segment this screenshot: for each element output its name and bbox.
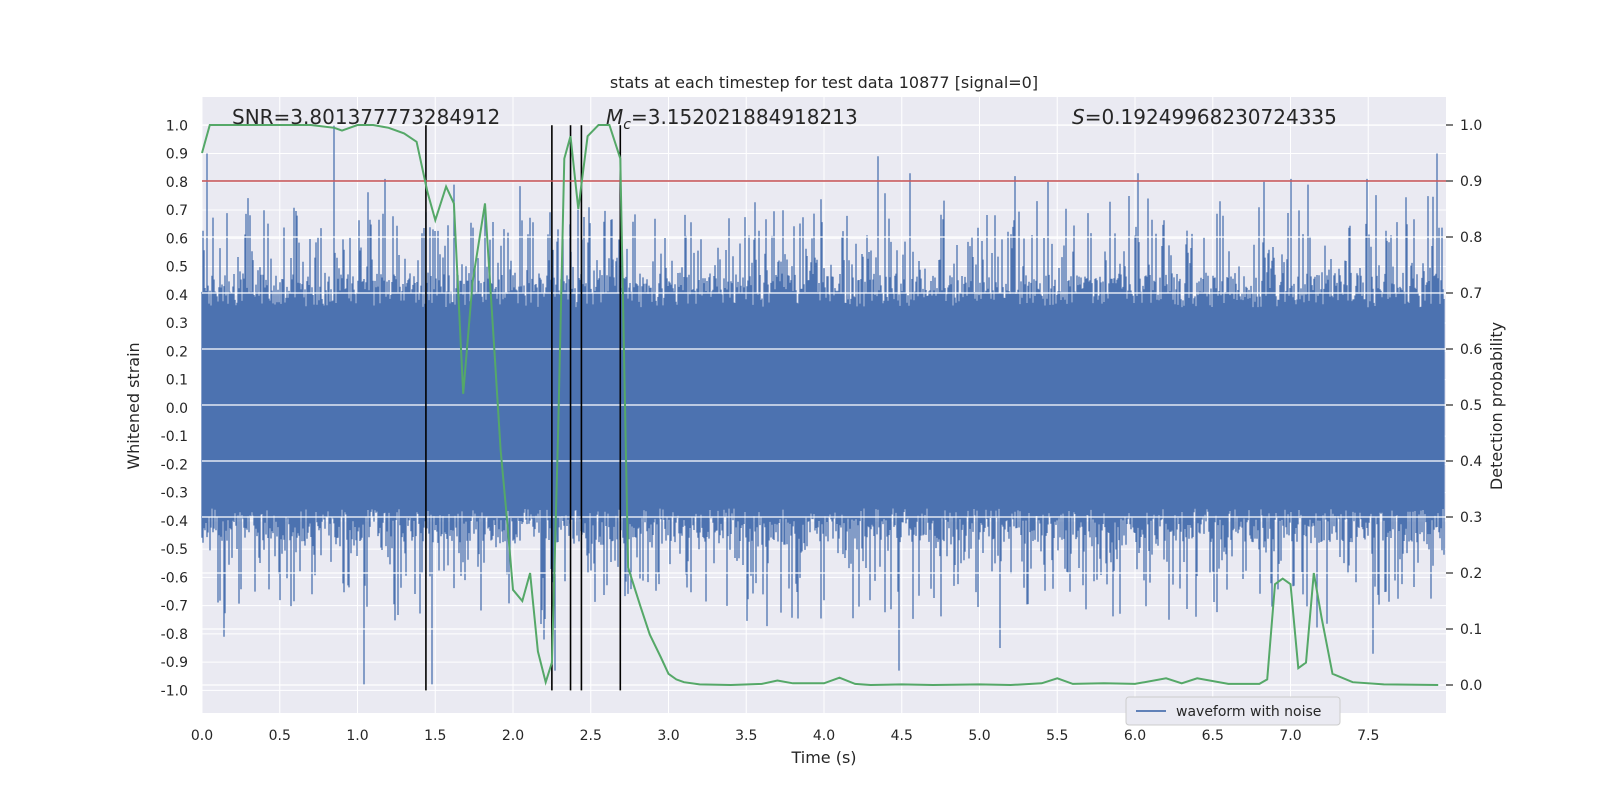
y-left-tick-label-20: -1.0 [161,683,188,699]
y-right-tick-labels: 1.0 0.9 0.8 0.7 0.6 0.5 0.4 0.3 0.2 0.1 0.0 [1460,118,1482,694]
x-tick-label-1: 0.5 [269,728,291,744]
s-value: =0.19249968230724335 [1085,105,1337,129]
y-right-tick-label-3: 0.7 [1460,286,1482,302]
y-right-tick-label-7: 0.3 [1460,510,1482,526]
x-tick-label-9: 4.5 [891,728,913,744]
y-right-tick-label-6: 0.4 [1460,454,1482,470]
snr-annotation: SNR=3.801377773284912 [232,105,500,129]
y-right-tick-label-8: 0.2 [1460,566,1482,582]
chirp-mass-subscript: c [623,117,631,133]
y-left-tick-labels: 1.0 0.9 0.8 0.7 0.6 0.5 0.4 0.3 0.2 0.1 0.0 -0.1 -0.… [161,118,188,699]
waveform-series [201,124,1446,686]
x-tick-label-14: 7.0 [1279,728,1301,744]
chirp-mass-value: =3.152021884918213 [631,105,858,129]
x-tick-labels: 0.0 0.5 1.0 1.5 2.0 2.5 3.0 3.5 4.0 4.5 5.0 5.5 6.0 6… [191,728,1380,744]
y-left-tick-label-7: 0.3 [166,316,188,332]
y-right-tick-label-0: 1.0 [1460,118,1482,134]
y-left-tick-label-3: 0.7 [166,203,188,219]
legend: waveform with noise [1125,696,1341,726]
y-left-tick-label-17: -0.7 [161,599,188,615]
y-left-tick-label-13: -0.3 [161,486,188,502]
chirp-mass-annotation: Mc=3.152021884918213 [606,105,858,133]
legend-label-waveform: waveform with noise [1176,704,1321,720]
y-left-tick-label-15: -0.5 [161,542,188,558]
s-annotation: S=0.19249968230724335 [1072,105,1337,129]
y-left-tick-label-10: 0.0 [166,401,188,417]
y-right-tick-label-5: 0.5 [1460,398,1482,414]
x-tick-label-6: 3.0 [657,728,679,744]
x-tick-label-8: 4.0 [813,728,835,744]
y-left-tick-label-19: -0.9 [161,655,188,671]
chirp-mass-symbol: M [606,105,623,129]
y-left-tick-label-8: 0.2 [166,344,188,360]
x-tick-label-2: 1.0 [346,728,368,744]
x-tick-label-7: 3.5 [735,728,757,744]
y-right-tick-label-2: 0.8 [1460,230,1482,246]
x-tick-label-11: 5.5 [1046,728,1068,744]
right-axis-ticks [1446,124,1453,686]
y-left-tick-label-5: 0.5 [166,260,188,276]
y-left-tick-label-2: 0.8 [166,175,188,191]
y-left-tick-label-18: -0.8 [161,627,188,643]
probability-line-0 [201,124,1439,687]
y-left-tick-label-1: 0.9 [166,147,188,163]
x-tick-label-10: 5.0 [968,728,990,744]
y-left-tick-label-0: 1.0 [166,118,188,134]
y-right-axis-label: Detection probability [1487,322,1506,490]
vertical-markers [425,125,622,691]
y-left-axis-label: Whitened strain [124,342,143,469]
y-left-tick-label-16: -0.6 [161,570,188,586]
y-left-tick-label-6: 0.4 [166,288,188,304]
legend-box [1125,696,1341,726]
x-axis-label: Time (s) [790,748,856,767]
y-right-tick-label-10: 0.0 [1460,678,1482,694]
s-symbol: S [1072,105,1085,129]
y-left-tick-label-11: -0.1 [161,429,188,445]
y-right-tick-label-4: 0.6 [1460,342,1482,358]
y-left-tick-label-12: -0.2 [161,457,188,473]
x-tick-label-0: 0.0 [191,728,213,744]
y-right-tick-label-9: 0.1 [1460,622,1482,638]
y-left-tick-label-4: 0.6 [166,231,188,247]
x-tick-label-5: 2.5 [580,728,602,744]
y-right-tick-label-1: 0.9 [1460,174,1482,190]
chart-title: stats at each timestep for test data 108… [610,73,1038,92]
y-left-tick-label-9: 0.1 [166,373,188,389]
x-tick-label-13: 6.5 [1202,728,1224,744]
x-tick-label-3: 1.5 [424,728,446,744]
waveform-core-band [202,311,1444,504]
x-tick-label-12: 6.0 [1124,728,1146,744]
x-tick-label-15: 7.5 [1357,728,1379,744]
probability-series [201,124,1439,687]
x-tick-label-4: 2.0 [502,728,524,744]
y-left-tick-label-14: -0.4 [161,514,188,530]
